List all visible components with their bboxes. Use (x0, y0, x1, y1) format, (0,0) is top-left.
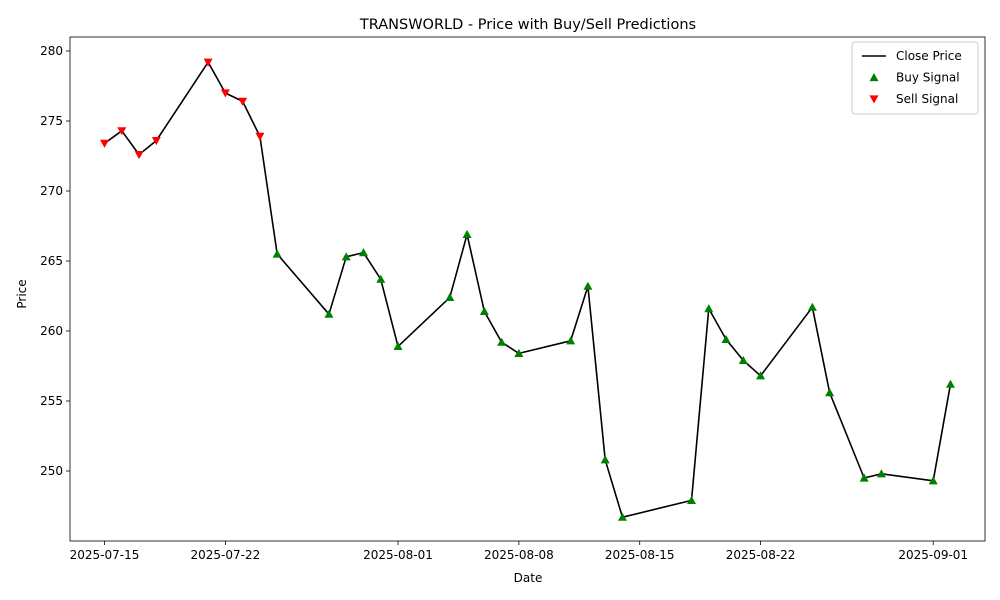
x-tick-label: 2025-08-15 (605, 548, 675, 562)
close-price-line (104, 61, 952, 519)
y-tick-label: 280 (40, 44, 63, 58)
x-tick-label: 2025-07-22 (191, 548, 261, 562)
buy-signal-marker (928, 476, 938, 485)
legend-label: Close Price (896, 49, 962, 63)
x-tick-label: 2025-08-01 (363, 548, 433, 562)
buy-signal-marker (341, 252, 351, 261)
sell-signal-marker (100, 139, 110, 148)
buy-signal-marker (945, 379, 955, 388)
y-tick-label: 275 (40, 114, 63, 128)
legend: Close Price Buy Signal Sell Signal (851, 41, 979, 115)
legend-swatch-sell-signal (869, 95, 879, 104)
buy-signal-marker (583, 281, 593, 290)
sell-signal-marker (151, 137, 161, 146)
buy-signal-marker (756, 371, 766, 380)
sell-signal-marker (134, 151, 144, 160)
chart-title: TRANSWORLD - Price with Buy/Sell Predict… (359, 17, 696, 33)
plot-frame (69, 36, 986, 542)
y-tick-label: 265 (40, 254, 63, 268)
legend-swatch-buy-signal (869, 73, 879, 82)
sell-signal-marker (117, 127, 127, 136)
buy-signal-marker (462, 229, 472, 238)
buy-signal-marker (514, 348, 524, 357)
buy-signal-marker (876, 469, 886, 478)
buy-signal-marker (445, 292, 455, 301)
y-tick-label: 255 (40, 394, 63, 408)
legend-label: Buy Signal (896, 71, 960, 85)
buy-signal-marker (687, 495, 697, 504)
sell-signal-marker (255, 132, 265, 141)
sell-signal-marker (203, 58, 213, 67)
buy-signal-marker (358, 248, 368, 257)
legend-label: Sell Signal (896, 92, 958, 106)
buy-signal-marker (600, 455, 610, 464)
plot-area: 2025-07-15 2025-07-22 2025-08-01 2025-08-08… (40, 36, 986, 562)
buy-signal-marker (704, 304, 714, 313)
buy-signal-marker (825, 388, 835, 397)
buy-signal-marker (479, 306, 489, 315)
buy-signal-marker (324, 309, 334, 318)
x-tick-label: 2025-09-01 (898, 548, 968, 562)
buy-signal-marker (807, 302, 817, 311)
x-tick-label: 2025-07-15 (70, 548, 140, 562)
x-tick-label: 2025-08-22 (726, 548, 796, 562)
buy-signal-marker (393, 341, 403, 350)
buy-signal-marker (497, 337, 507, 346)
y-tick-label: 270 (40, 184, 63, 198)
buy-signal-marker (376, 274, 386, 283)
x-axis-title: Date (514, 571, 543, 585)
sell-signal-marker (238, 97, 248, 106)
x-tick-label: 2025-08-08 (484, 548, 554, 562)
legend-box (851, 41, 979, 115)
y-tick-label: 260 (40, 324, 63, 338)
buy-signal-marker (859, 473, 869, 482)
y-tick-label: 250 (40, 464, 63, 478)
y-axis-title: Price (15, 279, 29, 308)
buy-signal-marker (721, 334, 731, 343)
buy-signal-marker (566, 336, 576, 345)
buy-signal-marker (738, 355, 748, 364)
sell-signal-marker (220, 89, 230, 98)
buy-signal-marker (272, 249, 282, 258)
buy-signal-marker (617, 512, 627, 521)
